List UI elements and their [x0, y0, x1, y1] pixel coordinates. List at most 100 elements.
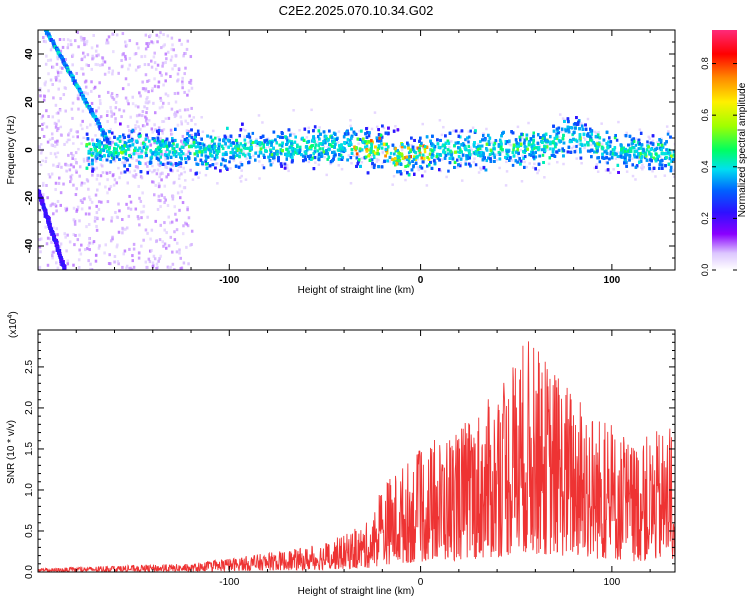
spectrogram-noise-cell [55, 165, 59, 168]
spectrogram-noise-cell [145, 97, 148, 101]
spectrogram-noise-cell [125, 43, 129, 47]
spectrogram-noise-cell [132, 247, 136, 251]
spectrogram-noise-cell [391, 183, 394, 186]
spectrogram-noise-cell [148, 260, 152, 264]
spectrogram-noise-cell [141, 110, 145, 114]
spectrogram-noise-cell [39, 142, 43, 146]
spectrogram-noise-cell [98, 94, 101, 98]
spectrogram-noise-cell [673, 142, 675, 146]
spectrogram-noise-cell [189, 168, 192, 172]
spectrogram-noise-cell [169, 128, 173, 132]
spectrogram-noise-cell [442, 125, 445, 129]
spectrogram-noise-cell [144, 119, 148, 123]
spectrogram-noise-cell [106, 41, 110, 45]
spectrogram-noise-cell [124, 54, 127, 58]
spectrogram-noise-cell [559, 130, 562, 134]
spectrogram-noise-cell [55, 209, 58, 213]
spectrogram-band-cell [122, 156, 125, 160]
spectrogram-noise-cell [181, 86, 184, 90]
spectrogram-noise-cell [104, 243, 108, 247]
spectrogram-noise-cell [188, 114, 191, 118]
spectrogram-noise-cell [139, 127, 142, 131]
spectrogram-noise-cell [139, 152, 142, 156]
spectrogram-noise-cell [197, 176, 200, 179]
spectrogram-noise-cell [192, 116, 196, 119]
spectrogram-noise-cell [40, 237, 43, 241]
spectrogram-noise-cell [158, 238, 162, 242]
spectrogram-noise-cell [558, 113, 562, 116]
spectrogram-noise-cell [94, 122, 98, 126]
spectrogram-noise-cell [144, 101, 148, 105]
spectrogram-noise-cell [96, 44, 99, 48]
spectrogram-noise-cell [121, 161, 124, 164]
spectrogram-noise-cell [189, 78, 193, 82]
spectrogram-noise-cell [101, 171, 105, 174]
spectrogram-noise-cell [137, 46, 140, 50]
spectrogram-band-cell [579, 138, 582, 142]
spectrogram-noise-cell [82, 91, 85, 95]
spectrogram-noise-cell [134, 68, 138, 72]
spectrogram-noise-cell [123, 159, 127, 163]
spectrogram-noise-cell [106, 120, 109, 124]
spectrogram-noise-cell [50, 143, 54, 147]
spectrogram-noise-cell [44, 225, 47, 229]
spectrogram-noise-cell [140, 210, 143, 214]
spectrogram-noise-cell [145, 111, 148, 115]
spectrogram-noise-cell [656, 141, 659, 144]
spectrogram-noise-cell [313, 142, 316, 145]
spectrogram-noise-cell [161, 132, 164, 135]
spectrogram-noise-cell [543, 176, 546, 179]
spectrogram-noise-cell [427, 153, 431, 156]
spectrogram-noise-cell [141, 191, 144, 195]
spectrogram-noise-cell [609, 171, 612, 175]
spectrogram-noise-cell [41, 122, 44, 126]
spectrogram-noise-cell [175, 250, 179, 254]
spectrogram-noise-cell [157, 126, 161, 130]
spectrogram-noise-cell [107, 35, 111, 39]
spectrogram-noise-cell [174, 111, 177, 115]
spectrogram-noise-cell [121, 226, 124, 230]
spectrogram-noise-cell [186, 39, 190, 43]
spectrogram-noise-cell [70, 173, 74, 177]
spectrogram-noise-cell [137, 184, 140, 188]
spectrogram-noise-cell [78, 165, 82, 169]
spectrogram-noise-cell [307, 160, 311, 164]
spectrogram-noise-cell [415, 146, 418, 149]
spectrogram-noise-cell [90, 80, 93, 84]
spectrogram-noise-cell [630, 144, 633, 147]
spectrogram-band-cell [540, 148, 544, 152]
spectrogram-noise-cell [151, 261, 155, 265]
spectrogram-noise-cell [95, 224, 98, 228]
spectrogram-noise-cell [164, 246, 168, 250]
spectrogram-noise-cell [39, 89, 42, 93]
spectrogram-noise-cell [131, 95, 134, 99]
spectrogram-noise-cell [370, 127, 374, 131]
spectrogram-noise-cell [159, 223, 162, 227]
spectrogram-noise-cell [357, 154, 361, 158]
spectrogram-noise-cell [58, 79, 61, 83]
spectrogram-noise-cell [127, 102, 130, 106]
spectrogram-band-cell [99, 148, 103, 152]
spectrogram-noise-cell [273, 158, 276, 162]
spectrogram-noise-cell [64, 58, 67, 62]
spectrogram-noise-cell [69, 175, 73, 179]
spectrogram-noise-cell [141, 80, 144, 84]
spectrogram-noise-cell [392, 174, 396, 178]
spectrogram-noise-cell [509, 143, 513, 147]
spectrogram-noise-cell [667, 131, 670, 134]
spectrogram-noise-cell [111, 72, 114, 76]
spectrogram-noise-cell [641, 167, 644, 171]
spectrogram-noise-cell [596, 141, 599, 144]
spectrogram-noise-cell [519, 148, 522, 152]
spectrogram-noise-cell [672, 169, 675, 172]
spectrogram-noise-cell [460, 179, 464, 182]
spectrogram-noise-cell [349, 119, 352, 122]
spectrogram-noise-cell [184, 119, 187, 123]
spectrogram-noise-cell [87, 64, 90, 68]
spectrogram-noise-cell [111, 96, 114, 100]
spectrogram-noise-cell [244, 178, 248, 181]
spectrogram-noise-cell [67, 43, 70, 47]
spectrogram-noise-cell [157, 194, 161, 198]
spectrogram-noise-cell [268, 157, 271, 161]
spectrogram-noise-cell [90, 165, 94, 169]
